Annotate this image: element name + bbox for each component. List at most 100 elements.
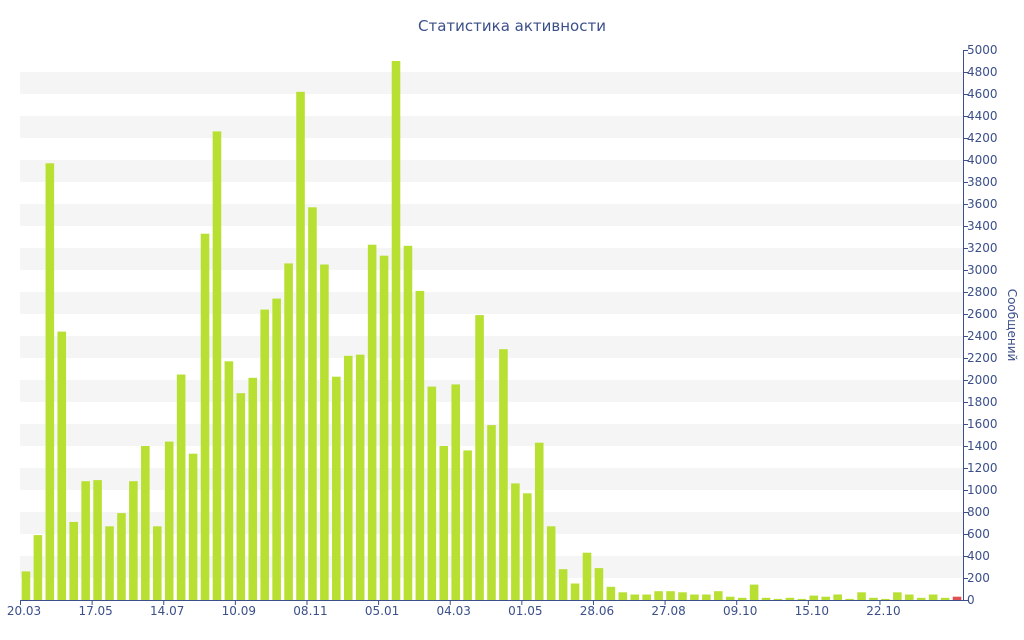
y-tick-label: 3000 bbox=[967, 263, 998, 277]
y-tick-label: 3600 bbox=[967, 197, 998, 211]
bar bbox=[952, 596, 962, 600]
bar bbox=[666, 591, 675, 600]
bar bbox=[761, 597, 771, 600]
bar bbox=[809, 595, 819, 600]
y-tick-label: 2000 bbox=[967, 373, 998, 387]
y-tick-label: 4200 bbox=[967, 131, 998, 145]
bar bbox=[427, 386, 437, 600]
bar bbox=[45, 163, 55, 601]
bar bbox=[236, 393, 246, 600]
bar bbox=[343, 355, 353, 600]
y-tick-label: 3200 bbox=[967, 241, 998, 255]
bar bbox=[606, 586, 616, 600]
grid-band bbox=[20, 204, 963, 226]
x-tick-label: 04.03 bbox=[437, 604, 471, 618]
bar bbox=[940, 597, 950, 600]
x-tick-label: 15.10 bbox=[795, 604, 829, 618]
bar bbox=[69, 521, 79, 600]
bar bbox=[725, 596, 735, 600]
bar bbox=[224, 361, 234, 600]
y-tick-label: 3400 bbox=[967, 219, 998, 233]
grid-band bbox=[20, 380, 963, 402]
bar bbox=[33, 535, 43, 600]
bar bbox=[439, 446, 449, 600]
bar bbox=[176, 374, 186, 600]
bar bbox=[833, 594, 842, 600]
x-tick-label: 01.05 bbox=[508, 604, 542, 618]
bars bbox=[21, 61, 962, 601]
bar bbox=[845, 598, 854, 600]
bar bbox=[678, 592, 687, 600]
grid-band bbox=[20, 292, 963, 314]
y-tick-label: 800 bbox=[967, 505, 990, 519]
y-tick-label: 3800 bbox=[967, 175, 998, 189]
x-tick-label: 08.11 bbox=[293, 604, 327, 618]
bar bbox=[511, 483, 520, 600]
y-tick-label: 400 bbox=[967, 549, 990, 563]
bar bbox=[475, 315, 484, 600]
bar bbox=[320, 264, 329, 600]
y-tick-label: 600 bbox=[967, 527, 990, 541]
bar bbox=[355, 354, 365, 600]
bar bbox=[797, 598, 807, 600]
x-tick-label: 27.08 bbox=[651, 604, 685, 618]
bar bbox=[105, 526, 114, 600]
y-axis-ticks: 0 200 400 600 800 1000 1200 1400 1600 1800 2000 220… bbox=[963, 43, 998, 607]
x-tick-label: 10.09 bbox=[222, 604, 256, 618]
bar bbox=[546, 526, 556, 600]
bar bbox=[857, 592, 866, 600]
bar bbox=[415, 290, 425, 600]
y-axis-label: Сообщений bbox=[1005, 289, 1019, 362]
grid-band bbox=[20, 336, 963, 358]
y-tick-label: 1200 bbox=[967, 461, 998, 475]
bar bbox=[893, 592, 902, 600]
chart-title: Статистика активности bbox=[418, 17, 606, 35]
bar bbox=[212, 131, 222, 600]
grid-band bbox=[20, 248, 963, 270]
bar bbox=[654, 591, 663, 600]
bar bbox=[487, 425, 496, 600]
bar bbox=[928, 594, 938, 600]
bar bbox=[93, 480, 102, 600]
x-axis-ticks: 20.03 17.05 14.07 10.09 08.11 05.01 04.03 01.05… bbox=[7, 600, 901, 618]
y-tick-label: 1000 bbox=[967, 483, 998, 497]
bar bbox=[164, 441, 174, 600]
bar bbox=[594, 568, 604, 600]
bar bbox=[690, 594, 699, 600]
y-tick-label: 2200 bbox=[967, 351, 998, 365]
bar bbox=[129, 481, 138, 600]
bar bbox=[332, 376, 341, 600]
x-tick-label: 17.05 bbox=[78, 604, 112, 618]
bar bbox=[272, 298, 281, 600]
bar bbox=[284, 263, 293, 600]
x-tick-label: 05.01 bbox=[365, 604, 399, 618]
bar bbox=[499, 349, 508, 600]
bar bbox=[141, 446, 150, 600]
bar bbox=[308, 207, 317, 601]
y-tick-label: 4600 bbox=[967, 87, 998, 101]
bar bbox=[523, 493, 532, 600]
bar bbox=[785, 597, 795, 600]
bar bbox=[296, 91, 305, 601]
y-tick-label: 2600 bbox=[967, 307, 998, 321]
bar bbox=[749, 584, 759, 600]
bar bbox=[869, 597, 878, 600]
bar bbox=[188, 453, 198, 600]
bar bbox=[618, 592, 628, 600]
y-tick-label: 1600 bbox=[967, 417, 998, 431]
bar bbox=[570, 583, 580, 600]
bar bbox=[463, 450, 472, 600]
grid-band bbox=[20, 116, 963, 138]
bar bbox=[881, 598, 890, 600]
bar bbox=[152, 526, 162, 600]
y-tick-label: 4800 bbox=[967, 65, 998, 79]
bar bbox=[117, 513, 126, 600]
y-tick-label: 5000 bbox=[967, 43, 998, 57]
bar bbox=[57, 331, 67, 600]
y-tick-label: 0 bbox=[967, 593, 975, 607]
bar bbox=[403, 245, 413, 601]
y-tick-label: 1400 bbox=[967, 439, 998, 453]
grid-band bbox=[20, 160, 963, 182]
y-tick-label: 200 bbox=[967, 571, 990, 585]
